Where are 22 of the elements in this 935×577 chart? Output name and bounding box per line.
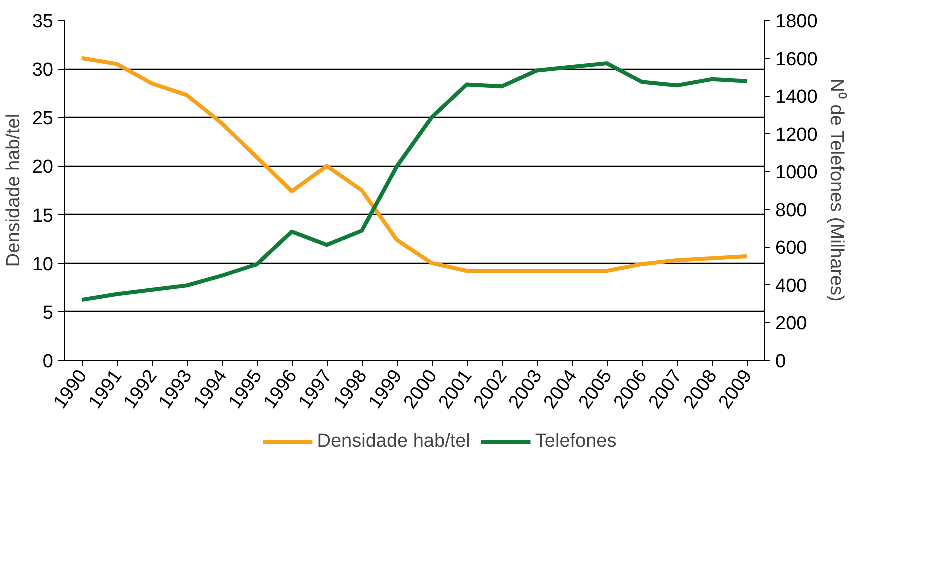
y2-tick-label: 200 <box>776 314 808 335</box>
y2-tick-label: 600 <box>776 238 808 260</box>
legend-label: Densidade hab/tel <box>317 431 470 453</box>
y-tick-label: 15 <box>32 206 54 227</box>
y2-tick-label: 1400 <box>776 87 818 108</box>
y-tick-label: 35 <box>32 12 54 32</box>
y2-tick-label: 1000 <box>776 162 818 184</box>
y-tick-label: 10 <box>32 254 54 276</box>
y2-tick-label: 1200 <box>776 124 818 146</box>
y2-tick-label: 1600 <box>776 49 818 70</box>
y-axis-title: Densidade hab/tel <box>3 114 24 268</box>
y2-tick-label: 400 <box>776 276 808 297</box>
y2-tick-label: 1800 <box>776 12 818 32</box>
y-tick-label: 0 <box>42 352 54 372</box>
y2-tick-label: 0 <box>776 352 786 372</box>
y2-axis-title: N⁰ de Telefones (Milhares) <box>826 78 848 302</box>
y-tick-label: 20 <box>32 157 54 178</box>
y-tick-label: 30 <box>32 60 54 82</box>
y-tick-label: 25 <box>32 108 54 130</box>
legend-label: Telefones <box>535 431 617 453</box>
y-tick-label: 5 <box>42 302 54 324</box>
y2-tick-label: 800 <box>776 200 808 222</box>
